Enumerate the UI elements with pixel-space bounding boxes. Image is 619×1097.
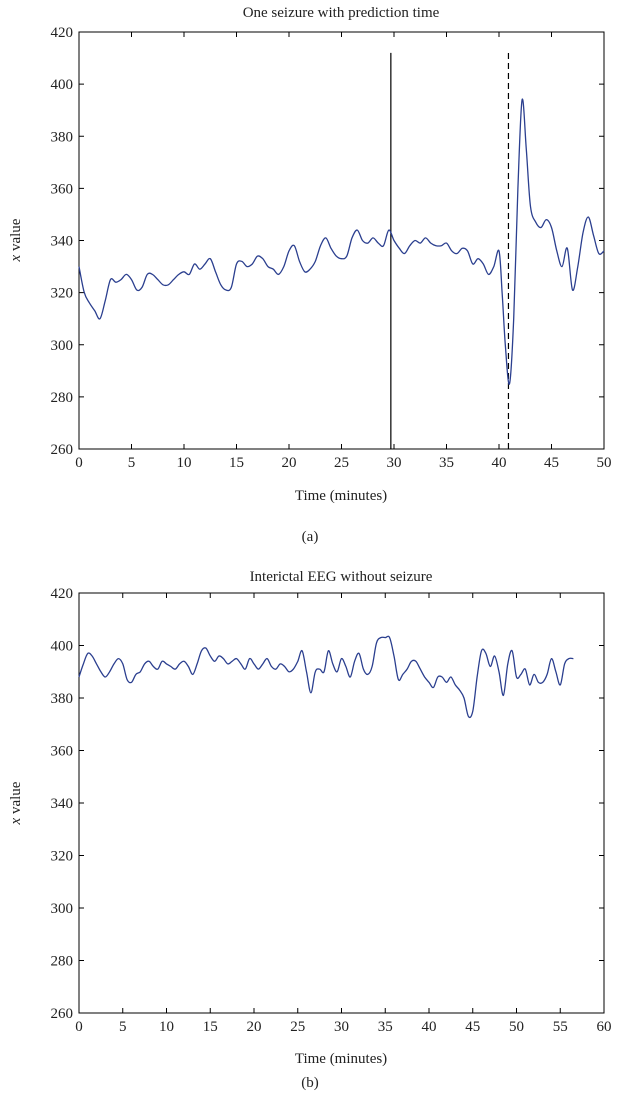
- y-tick-label: 400: [51, 639, 74, 655]
- series-layer: [78, 635, 574, 719]
- y-tick-label: 420: [51, 586, 74, 602]
- y-tick-label: 280: [51, 390, 74, 406]
- y-tick-label: 260: [51, 1006, 74, 1022]
- x-tick-label: 60: [597, 1019, 612, 1035]
- x-tick-label: 35: [439, 455, 454, 471]
- y-tick-label: 380: [51, 129, 74, 145]
- y-tick-label: 340: [51, 234, 74, 250]
- chart-title: Interictal EEG without seizure: [250, 569, 433, 585]
- x-tick-label: 30: [334, 1019, 349, 1035]
- plot-frame: [78, 592, 605, 1014]
- x-tick-label: 30: [387, 455, 402, 471]
- y-axis: 260 280 300 320 340 360 380 400 420: [51, 25, 604, 458]
- x-tick-label: 10: [159, 1019, 174, 1035]
- chart-panel-a: One seizure with prediction time 260 280 3…: [8, 5, 612, 545]
- y-tick-label: 420: [51, 25, 74, 41]
- x-tick-label: 40: [492, 455, 507, 471]
- y-tick-label: 260: [51, 442, 74, 458]
- event-markers: [390, 52, 510, 449]
- x-tick-label: 25: [290, 1019, 305, 1035]
- y-tick-label: 400: [51, 77, 74, 93]
- y-axis-label: x value: [8, 218, 24, 262]
- x-axis: 0 5 10 15 20 25 30 35 40 45 50 55 60: [75, 593, 612, 1035]
- y-tick-label: 300: [51, 901, 74, 917]
- y-axis: 260 280 300 320 340 360 380 400 420: [51, 586, 604, 1022]
- x-tick-label: 5: [128, 455, 136, 471]
- x-axis-label: Time (minutes): [295, 488, 387, 504]
- x-tick-label: 0: [75, 455, 83, 471]
- y-axis-label-var: x: [8, 817, 24, 825]
- x-tick-label: 50: [597, 455, 612, 471]
- x-tick-label: 20: [247, 1019, 262, 1035]
- series-layer: [78, 98, 605, 385]
- chart-panel-b: Interictal EEG without seizure 260280300…: [8, 569, 612, 1091]
- y-tick-label: 340: [51, 796, 74, 812]
- x-tick-label: 35: [378, 1019, 393, 1035]
- y-tick-label: 300: [51, 338, 74, 354]
- x-tick-label: 40: [422, 1019, 437, 1035]
- y-tick-label: 280: [51, 954, 74, 970]
- y-tick-label: 380: [51, 691, 74, 707]
- y-tick-label: 320: [51, 286, 74, 302]
- x-tick-label: 5: [119, 1019, 127, 1035]
- y-tick-label: 360: [51, 181, 74, 197]
- y-axis-label-rest: value: [8, 218, 24, 255]
- y-axis-label-var: x: [8, 254, 24, 262]
- y-tick-label: 320: [51, 849, 74, 865]
- x-tick-label: 55: [553, 1019, 568, 1035]
- x-tick-label: 45: [465, 1019, 480, 1035]
- x-axis-label: Time (minutes): [295, 1051, 387, 1067]
- chart-title: One seizure with prediction time: [243, 5, 440, 21]
- x-tick-label: 0: [75, 1019, 83, 1035]
- plot-frame: [78, 31, 605, 450]
- x-axis: 0 5 10 15 20 25 30 35 40 45 50: [75, 32, 612, 471]
- y-axis-label-rest: value: [8, 781, 24, 818]
- panel-label: (a): [302, 529, 319, 545]
- x-tick-label: 15: [203, 1019, 218, 1035]
- series-line: [78, 635, 574, 719]
- x-tick-label: 10: [177, 455, 192, 471]
- y-axis-label: x value: [8, 781, 24, 825]
- panel-label: (b): [301, 1075, 319, 1091]
- x-tick-label: 20: [282, 455, 297, 471]
- series-line: [78, 98, 605, 385]
- x-tick-label: 50: [509, 1019, 524, 1035]
- x-tick-label: 45: [544, 455, 559, 471]
- y-tick-label: 360: [51, 744, 74, 760]
- x-tick-label: 25: [334, 455, 349, 471]
- x-tick-label: 15: [229, 455, 244, 471]
